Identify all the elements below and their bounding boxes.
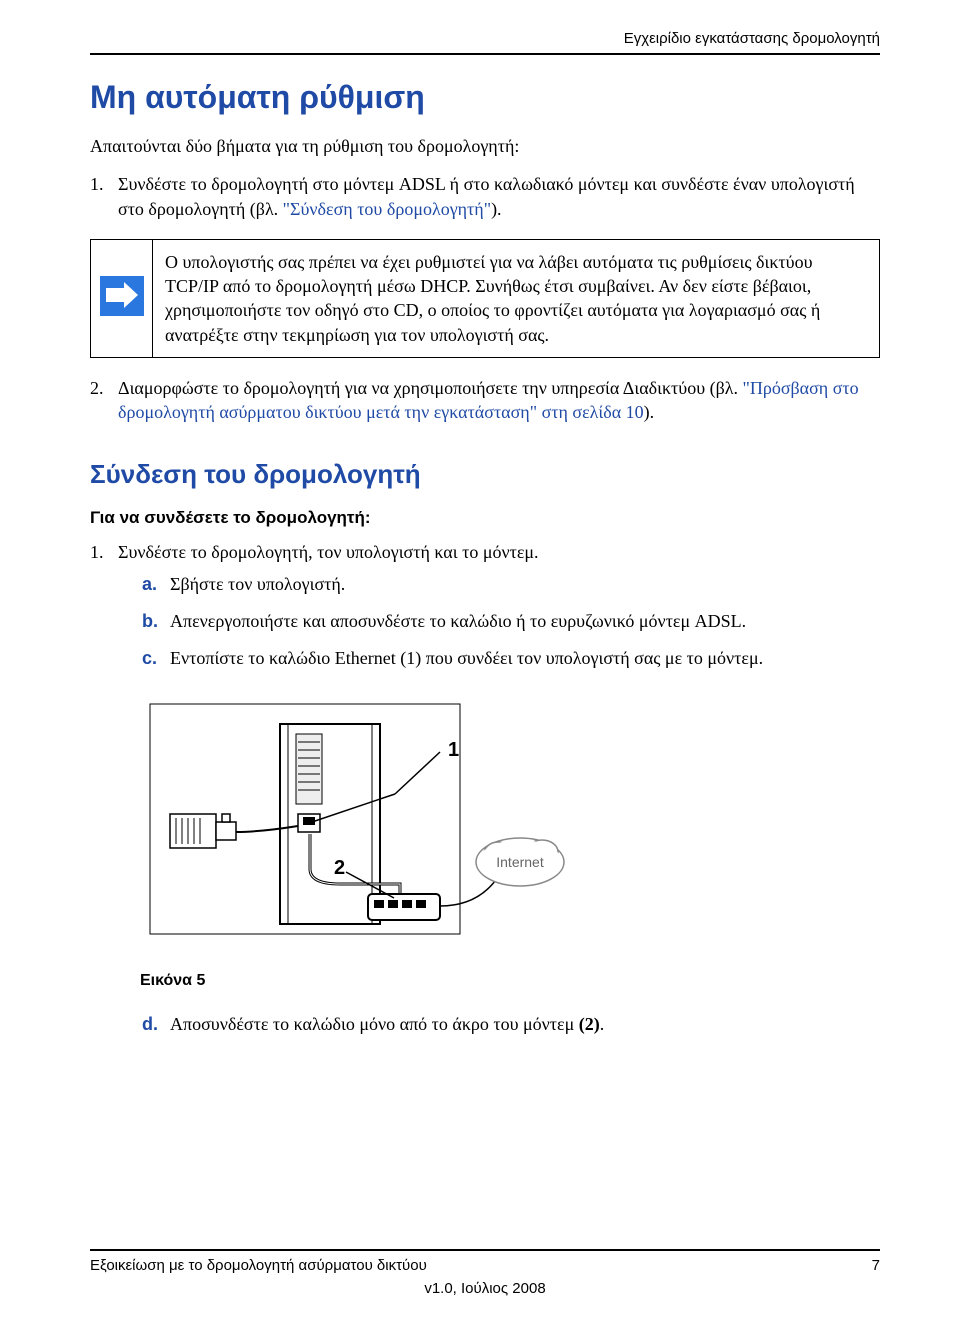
note-text: Ο υπολογιστής σας πρέπει να έχει ρυθμιστ…	[153, 239, 880, 357]
proc-sub-d-text-b: .	[600, 1014, 605, 1034]
proc-sub-b-marker: b.	[142, 609, 158, 634]
figure-5: Internet 1 2	[140, 694, 880, 944]
proc-sub-d-marker: d.	[142, 1012, 158, 1037]
proc-sub-a: a. Σβήστε τον υπολογιστή.	[142, 572, 880, 597]
proc-item-1: 1. Συνδέστε το δρομολογητή, τον υπολογισ…	[90, 540, 880, 672]
proc-item-1-text: Συνδέστε το δρομολογητή, τον υπολογιστή …	[118, 542, 539, 562]
figure-callout-1: 1	[448, 739, 459, 761]
page-title: Μη αυτόματη ρύθμιση	[90, 79, 880, 116]
proc-sub-d: d. Αποσυνδέστε το καλώδιο μόνο από το άκ…	[142, 1012, 880, 1037]
proc-sub-b-text: Απενεργοποιήστε και αποσυνδέστε το καλώδ…	[170, 611, 746, 631]
footer-rule	[90, 1249, 880, 1251]
figure-5-svg: Internet 1 2	[140, 694, 620, 944]
step-2-text-b: ).	[644, 402, 655, 422]
proc-sub-a-marker: a.	[142, 572, 157, 597]
step-2: 2. Διαμορφώστε το δρομολογητή για να χρη…	[90, 376, 880, 425]
step-2-text-a: Διαμορφώστε το δρομολογητή για να χρησιμ…	[118, 378, 742, 398]
proc-sub-c-text: Εντοπίστε το καλώδιο Ethernet (1) που συ…	[170, 648, 763, 668]
footer-page-number: 7	[872, 1257, 880, 1274]
proc-sub-d-bold: (2)	[579, 1014, 600, 1034]
section-heading: Σύνδεση του δρομολογητή	[90, 459, 880, 490]
arrow-right-icon	[100, 276, 144, 316]
step-1-link[interactable]: "Σύνδεση του δρομολογητή"	[283, 199, 491, 219]
procedure-heading: Για να συνδέσετε το δρομολογητή:	[90, 508, 880, 528]
running-head: Εγχειρίδιο εγκατάστασης δρομολογητή	[90, 30, 880, 47]
top-rule	[90, 53, 880, 55]
proc-sub-b: b. Απενεργοποιήστε και αποσυνδέστε το κα…	[142, 609, 880, 634]
step-1-text-b: ).	[491, 199, 502, 219]
figure-callout-2: 2	[334, 857, 345, 879]
proc-sub-a-text: Σβήστε τον υπολογιστή.	[170, 574, 345, 594]
step-2-marker: 2.	[90, 376, 104, 400]
proc-sub-c-marker: c.	[142, 646, 157, 671]
figure-caption: Εικόνα 5	[140, 972, 880, 990]
intro-paragraph: Απαιτούνται δύο βήματα για τη ρύθμιση το…	[90, 134, 880, 158]
page-footer: Εξοικείωση με το δρομολογητή ασύρματου δ…	[90, 1249, 880, 1297]
proc-sub-c: c. Εντοπίστε το καλώδιο Ethernet (1) που…	[142, 646, 880, 671]
footer-center: v1.0, Ιούλιος 2008	[90, 1280, 880, 1297]
proc-sub-d-text-a: Αποσυνδέστε το καλώδιο μόνο από το άκρο …	[170, 1014, 579, 1034]
internet-label: Internet	[496, 854, 544, 870]
proc-item-1-marker: 1.	[90, 540, 104, 564]
note-box: Ο υπολογιστής σας πρέπει να έχει ρυθμιστ…	[90, 239, 880, 358]
step-1: 1. Συνδέστε το δρομολογητή στο μόντεμ AD…	[90, 172, 880, 221]
step-1-marker: 1.	[90, 172, 104, 196]
footer-left: Εξοικείωση με το δρομολογητή ασύρματου δ…	[90, 1257, 427, 1274]
